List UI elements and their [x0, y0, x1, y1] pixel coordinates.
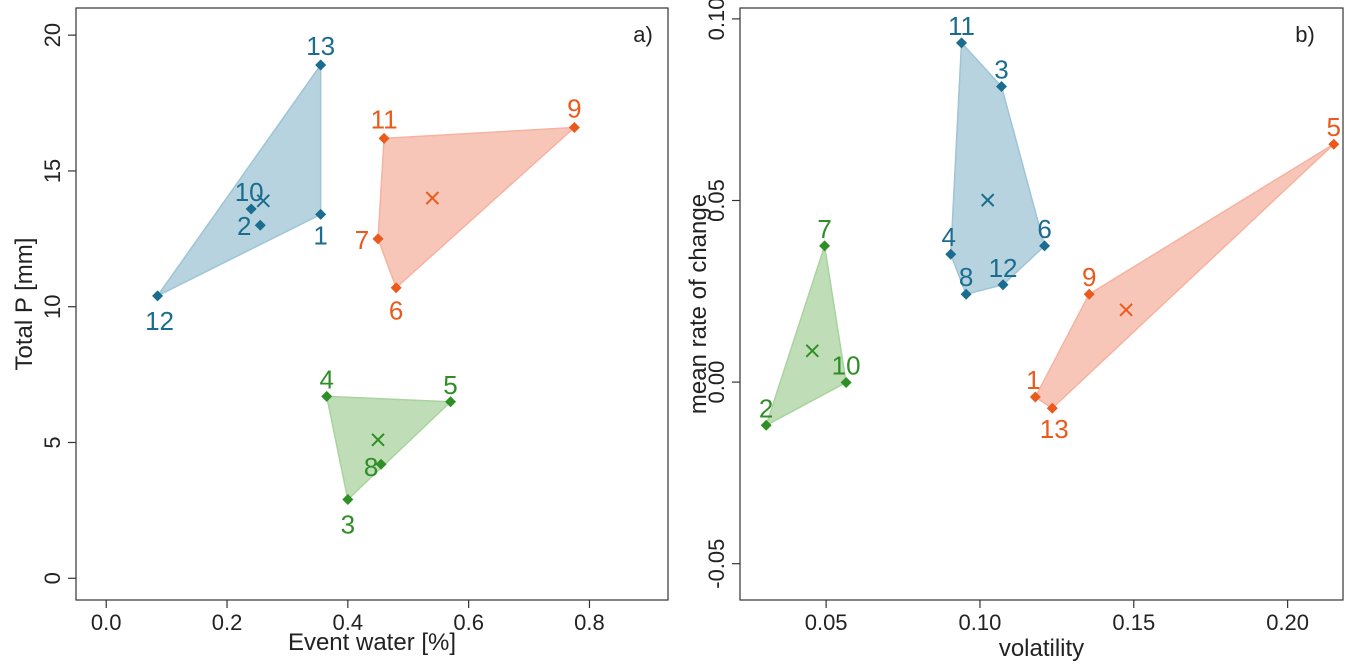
data-point — [1029, 391, 1041, 403]
point-label: 4 — [942, 222, 956, 252]
data-point — [945, 248, 957, 260]
point-label: 8 — [959, 262, 973, 292]
x-axis-title: volatility — [999, 635, 1084, 662]
point-label: 6 — [389, 296, 403, 326]
point-label: 11 — [371, 104, 398, 134]
centroid-stroke — [371, 433, 385, 447]
data-point — [960, 288, 972, 300]
centroid-marker — [425, 191, 440, 205]
data-point — [996, 80, 1008, 92]
point-label: 10 — [832, 350, 861, 380]
x-tick-label: 0.0 — [91, 610, 122, 635]
data-point — [840, 376, 852, 388]
data-point — [1328, 138, 1340, 150]
data-point — [315, 59, 327, 71]
data-point — [390, 282, 402, 294]
y-tick-label: 0.10 — [704, 0, 729, 40]
group-hull — [764, 245, 847, 427]
data-point — [152, 290, 164, 302]
point-label: 10 — [235, 177, 264, 207]
point-label: 6 — [1037, 214, 1051, 244]
point-label: 1 — [313, 220, 327, 250]
plot-frame — [75, 7, 669, 601]
x-tick-label: 0.8 — [574, 610, 605, 635]
centroid-stroke — [980, 193, 995, 207]
point-label: 1 — [1026, 365, 1040, 395]
centroid-marker — [371, 433, 385, 447]
data-point — [445, 396, 457, 408]
point-label: 9 — [1082, 262, 1096, 292]
point-label: 2 — [237, 211, 251, 241]
group-hull — [325, 395, 453, 501]
y-axis-title: mean rate of change — [685, 194, 712, 414]
data-point — [372, 233, 384, 245]
data-point — [760, 419, 772, 431]
centroid-stroke — [805, 344, 820, 358]
data-point — [568, 121, 580, 133]
point-label: 9 — [567, 93, 581, 123]
point-label: 5 — [443, 370, 457, 400]
x-tick-label: 0.2 — [212, 610, 243, 635]
y-tick-label: 5 — [40, 436, 65, 448]
data-point — [997, 279, 1009, 291]
panel-b: 0.05 0.10 0.15 0.20-0.050.000.050.10volatil… — [685, 0, 1344, 662]
data-point — [375, 458, 387, 470]
point-label: 3 — [341, 510, 355, 540]
group-hull — [1034, 143, 1335, 410]
y-tick-label: 0.05 — [704, 179, 729, 222]
data-point — [956, 37, 968, 49]
data-point — [342, 494, 354, 506]
data-point — [245, 203, 257, 215]
x-tick-label: 0.10 — [959, 610, 1002, 635]
point-label: 8 — [364, 452, 378, 482]
point-label: 2 — [759, 393, 773, 423]
y-tick-label: 10 — [40, 294, 65, 318]
data-point — [1083, 288, 1095, 300]
point-label: 4 — [319, 364, 333, 394]
data-point — [1046, 402, 1058, 414]
group-hull — [156, 62, 322, 297]
point-label: 7 — [817, 214, 831, 244]
y-tick-label: 0.00 — [704, 361, 729, 404]
y-tick-label: -0.05 — [704, 539, 729, 589]
x-tick-label: 0.05 — [805, 610, 848, 635]
centroid-stroke — [425, 191, 440, 205]
data-point — [819, 240, 831, 252]
y-axis-title: Total P [mm] — [11, 238, 38, 371]
centroid-stroke — [256, 194, 270, 208]
centroid-marker — [805, 344, 820, 358]
point-label: 3 — [994, 54, 1008, 84]
group-hull — [377, 126, 577, 290]
centroid-stroke — [1119, 303, 1133, 317]
point-label: 5 — [1327, 112, 1341, 142]
y-tick-label: 20 — [40, 23, 65, 47]
point-label: 13 — [306, 31, 335, 61]
panel-label: a) — [633, 22, 653, 47]
x-tick-label: 0.4 — [333, 610, 364, 635]
data-point — [1039, 240, 1051, 252]
point-label: 12 — [145, 306, 174, 336]
plot-frame — [739, 7, 1344, 601]
x-axis-title: Event water [%] — [288, 629, 456, 656]
x-tick-label: 0.15 — [1112, 610, 1155, 635]
x-tick-label: 0.6 — [453, 610, 484, 635]
x-tick-label: 0.20 — [1266, 610, 1309, 635]
data-point — [378, 132, 390, 144]
point-label: 13 — [1040, 414, 1069, 444]
y-tick-label: 15 — [40, 159, 65, 183]
data-point — [321, 390, 333, 402]
point-label: 12 — [989, 253, 1018, 283]
centroid-marker — [1119, 303, 1133, 317]
data-point — [254, 219, 266, 231]
point-label: 7 — [355, 225, 369, 255]
y-tick-label: 0 — [40, 572, 65, 584]
point-label: 11 — [948, 11, 975, 41]
centroid-marker — [980, 193, 995, 207]
data-point — [315, 208, 327, 220]
panel-label: b) — [1295, 22, 1315, 47]
centroid-marker — [256, 194, 270, 208]
